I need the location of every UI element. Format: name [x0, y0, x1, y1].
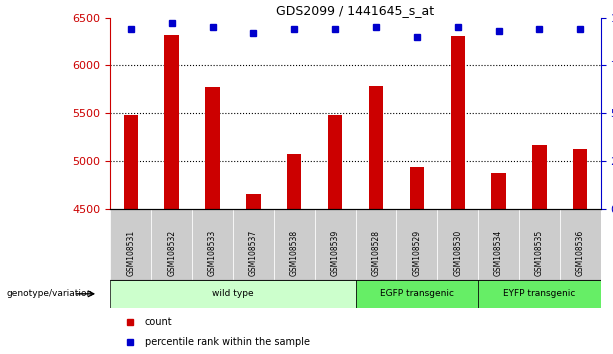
Bar: [356, 280, 478, 308]
Text: GSM108537: GSM108537: [249, 230, 258, 276]
Text: genotype/variation: genotype/variation: [6, 289, 93, 298]
Bar: [164, 35, 179, 209]
Title: GDS2099 / 1441645_s_at: GDS2099 / 1441645_s_at: [276, 4, 435, 17]
Text: GSM108534: GSM108534: [494, 230, 503, 276]
Text: GSM108532: GSM108532: [167, 230, 176, 276]
Bar: [437, 209, 478, 280]
Text: GSM108538: GSM108538: [290, 230, 299, 276]
Bar: [356, 209, 397, 280]
Bar: [274, 209, 314, 280]
Text: GSM108529: GSM108529: [413, 230, 421, 276]
Text: GSM108533: GSM108533: [208, 230, 217, 276]
Text: GSM108530: GSM108530: [453, 230, 462, 276]
Bar: [151, 209, 192, 280]
Bar: [492, 172, 506, 209]
Text: count: count: [145, 317, 172, 327]
Bar: [560, 209, 601, 280]
Bar: [314, 209, 356, 280]
Bar: [192, 209, 233, 280]
Text: GSM108536: GSM108536: [576, 230, 585, 276]
Bar: [478, 209, 519, 280]
Text: EGFP transgenic: EGFP transgenic: [380, 289, 454, 298]
Text: GSM108539: GSM108539: [330, 230, 340, 276]
Bar: [233, 209, 274, 280]
Text: percentile rank within the sample: percentile rank within the sample: [145, 337, 310, 348]
Bar: [409, 167, 424, 209]
Bar: [532, 145, 547, 209]
Bar: [110, 280, 356, 308]
Text: wild type: wild type: [212, 289, 254, 298]
Text: EYFP transgenic: EYFP transgenic: [503, 289, 576, 298]
Bar: [124, 115, 138, 209]
Bar: [478, 280, 601, 308]
Bar: [246, 194, 261, 209]
Bar: [397, 209, 437, 280]
Bar: [205, 86, 219, 209]
Bar: [519, 209, 560, 280]
Bar: [369, 86, 383, 209]
Bar: [110, 209, 151, 280]
Bar: [451, 36, 465, 209]
Bar: [328, 115, 342, 209]
Text: GSM108535: GSM108535: [535, 230, 544, 276]
Text: GSM108528: GSM108528: [371, 230, 381, 276]
Bar: [573, 149, 587, 209]
Text: GSM108531: GSM108531: [126, 230, 135, 276]
Bar: [287, 154, 302, 209]
